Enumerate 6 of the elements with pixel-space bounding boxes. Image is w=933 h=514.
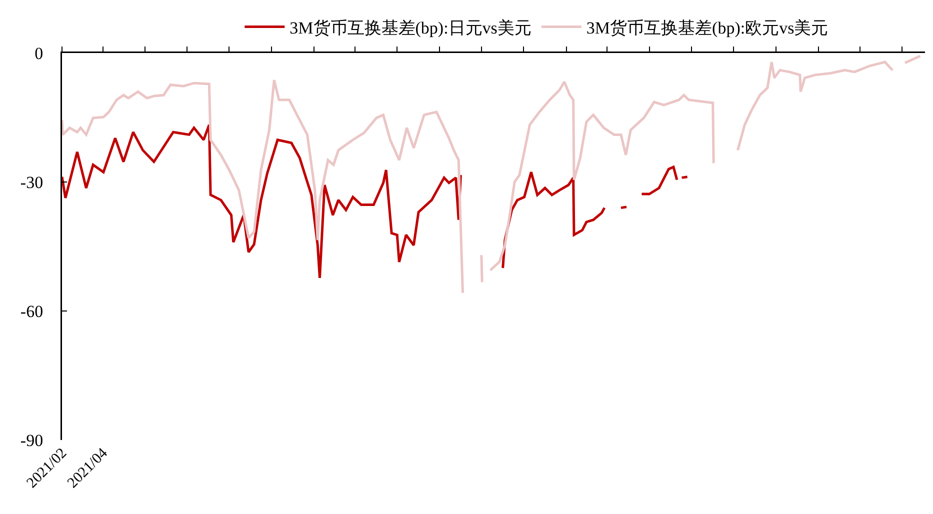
legend-label: 3M货币互换基差(bp):欧元vs美元 [586,18,828,38]
y-tick-label: -90 [20,430,44,450]
y-tick-label: 0 [34,44,44,63]
y-tick-label: -60 [20,302,44,321]
legend-label: 3M货币互换基差(bp):日元vs美元 [290,18,532,38]
y-tick-label: -30 [20,172,44,192]
